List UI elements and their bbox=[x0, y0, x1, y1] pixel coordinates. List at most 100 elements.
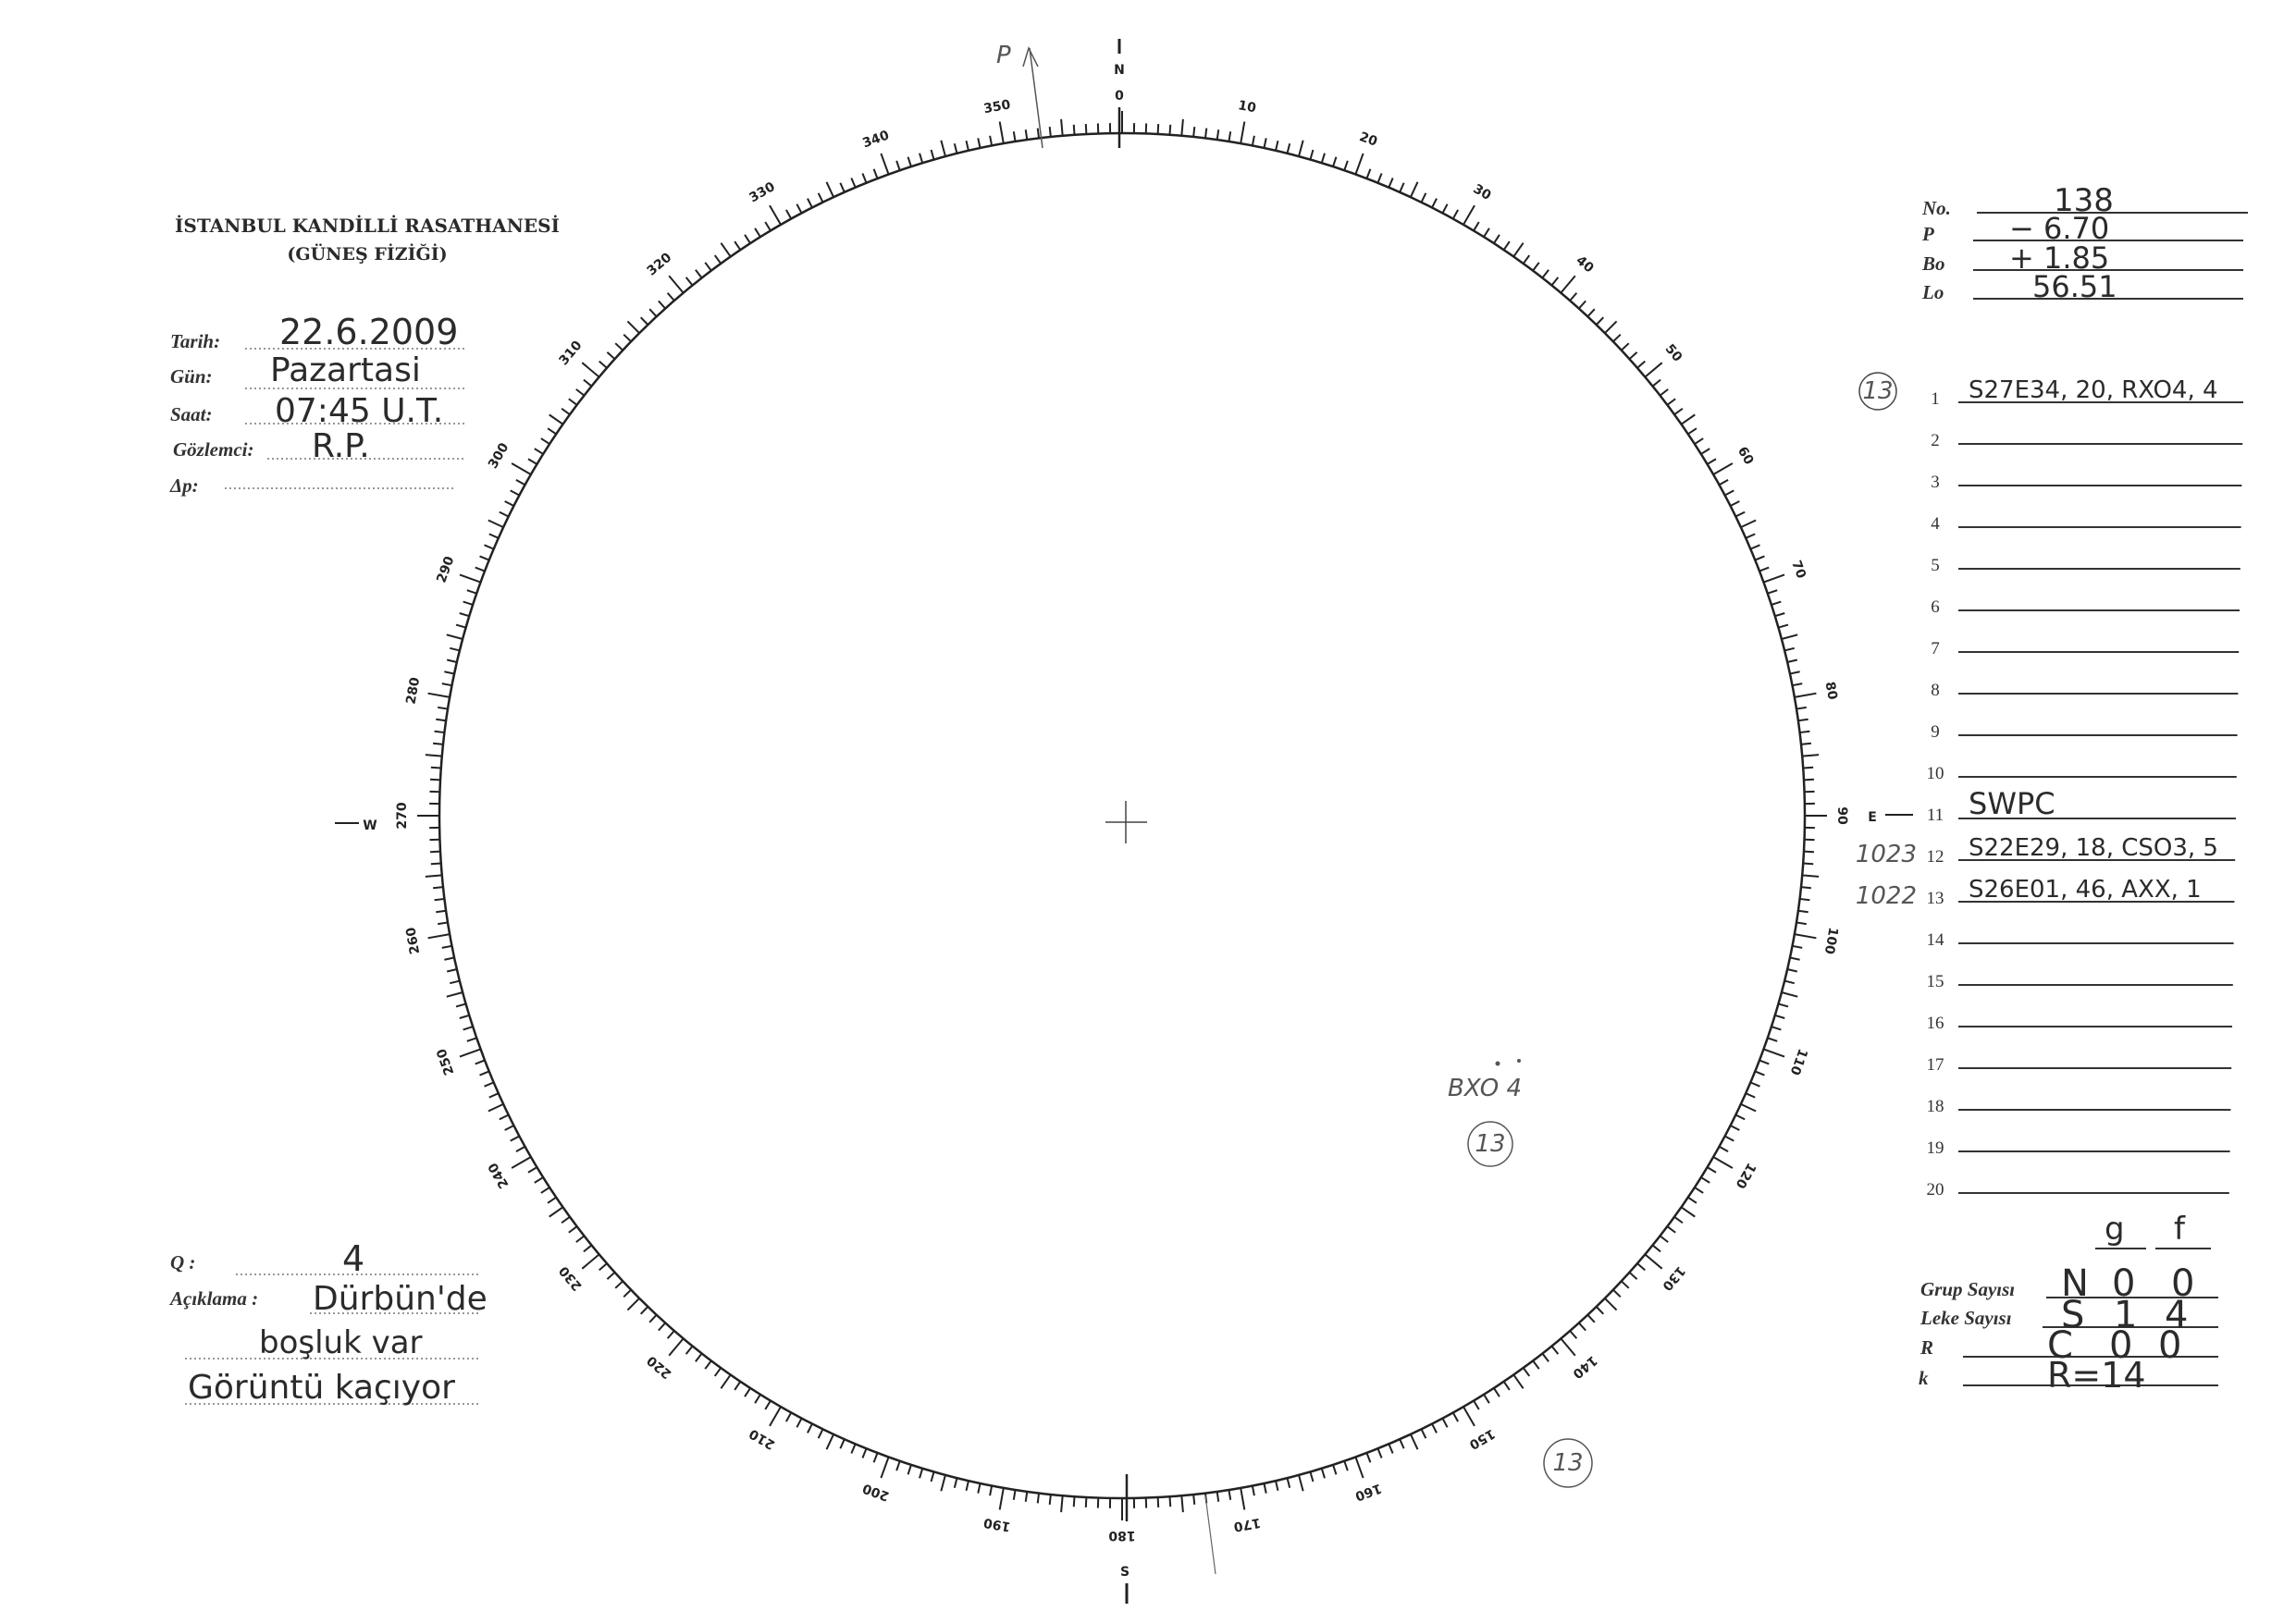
circled-mark bbox=[1858, 372, 1897, 411]
degree-tick bbox=[1778, 1003, 1789, 1008]
counts-section: g f Grup Sayısı N 0 0 Leke Sayısı S 1 4 … bbox=[1919, 1211, 2218, 1396]
degree-tick bbox=[977, 138, 981, 149]
row-entry: S22E29, 18, CSO3, 5 bbox=[1969, 834, 2218, 862]
degree-tick bbox=[527, 1166, 537, 1174]
time-value: 07:45 U.T. bbox=[275, 392, 443, 430]
group-list: 1 S27E34, 20, RXO4, 4 13 2 3 4 5 6 7 8 9 10 11 SWPC 12… bbox=[1856, 372, 2243, 1200]
circled-mark: 13 bbox=[1543, 1438, 1593, 1488]
degree-tick bbox=[1522, 1367, 1531, 1377]
degree-tick bbox=[1745, 1092, 1756, 1099]
degree-tick bbox=[704, 262, 712, 272]
degree-tick bbox=[861, 1447, 868, 1458]
degree-tick bbox=[1771, 1026, 1782, 1031]
degree-tick bbox=[1420, 1428, 1427, 1439]
degree-tick bbox=[1275, 1480, 1279, 1492]
degree-tick bbox=[998, 121, 1005, 144]
row-number: 13 bbox=[1927, 889, 1944, 908]
degree-tick bbox=[648, 308, 658, 317]
group-row: 11 SWPC bbox=[1927, 786, 2236, 825]
degree-tick bbox=[1774, 1014, 1785, 1019]
degree-tick bbox=[1180, 118, 1184, 136]
degree-tick bbox=[463, 600, 474, 606]
remark-line-1-text: Dürbün'de bbox=[313, 1280, 488, 1318]
row-number: 8 bbox=[1931, 681, 1940, 700]
degree-tick bbox=[1560, 275, 1576, 294]
degree-tick bbox=[1803, 850, 1815, 854]
degree-tick bbox=[1651, 378, 1661, 388]
row-s-label: S bbox=[2061, 1294, 2084, 1336]
degree-tick bbox=[713, 254, 722, 265]
row-number: 5 bbox=[1931, 556, 1940, 575]
degree-tick bbox=[1048, 126, 1052, 138]
degree-tick bbox=[488, 519, 504, 529]
west-letter: W bbox=[363, 818, 376, 833]
degree-tick bbox=[1666, 1225, 1676, 1234]
row-number: 16 bbox=[1927, 1014, 1944, 1033]
row-n-label: N bbox=[2061, 1262, 2089, 1305]
degree-tick bbox=[685, 1345, 694, 1355]
degree-tick bbox=[1724, 1135, 1734, 1142]
degree-tick bbox=[1286, 143, 1291, 154]
degree-tick bbox=[807, 1423, 813, 1433]
degree-tick bbox=[1586, 308, 1596, 317]
degree-tick bbox=[1156, 1496, 1160, 1508]
degree-tick bbox=[953, 1477, 958, 1488]
group-row: 14 bbox=[1927, 930, 2234, 950]
group-row: 1 S27E34, 20, RXO4, 4 13 bbox=[1858, 372, 2243, 411]
degree-tick bbox=[623, 333, 632, 343]
degree-tick bbox=[1784, 979, 1795, 985]
arrow-head-icon bbox=[1022, 45, 1039, 68]
spot-annotation: BXO 4 bbox=[1448, 1075, 1522, 1102]
k-label: k bbox=[1919, 1367, 1929, 1389]
degree-tick bbox=[1586, 1314, 1596, 1323]
degree-tick bbox=[1024, 1491, 1029, 1502]
degree-tick bbox=[626, 320, 640, 334]
degree-tick bbox=[450, 979, 461, 985]
degree-label: 210 bbox=[747, 1425, 778, 1452]
degree-tick bbox=[1399, 1438, 1405, 1449]
degree-tick bbox=[713, 1367, 722, 1377]
degree-tick bbox=[1512, 1373, 1524, 1389]
notes-section: Q : 4 Açıklama : Dürbün'de boşluk var Gö… bbox=[168, 1238, 488, 1407]
spot-count-label: Leke Sayısı bbox=[1920, 1307, 2012, 1329]
degree-label: 50 bbox=[1662, 341, 1685, 364]
degree-tick bbox=[817, 1428, 824, 1439]
circled-mark: 13 bbox=[1467, 1121, 1513, 1167]
bo-label: Bo bbox=[1921, 252, 1945, 275]
degree-tick bbox=[817, 192, 824, 203]
degree-tick bbox=[1612, 333, 1622, 343]
degree-tick bbox=[1734, 511, 1746, 518]
remark-label: Açıklama : bbox=[168, 1287, 258, 1310]
degree-tick bbox=[547, 427, 557, 436]
degree-tick bbox=[1578, 300, 1586, 310]
remark-line-3-text: Görüntü kaçıyor bbox=[188, 1369, 455, 1407]
group-row: 2 bbox=[1931, 431, 2243, 450]
group-row: 6 bbox=[1931, 597, 2240, 617]
degree-tick bbox=[720, 1373, 732, 1389]
row-number: 3 bbox=[1931, 473, 1940, 492]
degree-tick bbox=[1388, 1443, 1394, 1454]
degree-tick bbox=[1550, 1345, 1560, 1355]
degree-tick bbox=[599, 360, 608, 369]
degree-tick bbox=[668, 275, 685, 294]
degree-tick bbox=[583, 378, 593, 388]
degree-labels: 10 20 30 40 50 60 70 80 90 100 110 120 130 140 150 160 1… bbox=[395, 97, 1849, 1543]
degree-tick bbox=[720, 242, 732, 258]
degree-label: 190 bbox=[982, 1515, 1012, 1534]
north-marker: N 0 bbox=[1114, 39, 1125, 148]
degree-tick bbox=[807, 198, 813, 208]
degree-tick bbox=[614, 1280, 623, 1289]
north-letter: N bbox=[1114, 63, 1125, 78]
degree-tick bbox=[1666, 398, 1676, 406]
degree-tick bbox=[466, 1037, 477, 1042]
row-number: 6 bbox=[1931, 597, 1940, 617]
degree-tick bbox=[754, 1394, 761, 1404]
observer-value: R.P. bbox=[312, 427, 370, 465]
degree-label: 230 bbox=[556, 1263, 585, 1294]
degree-tick bbox=[1724, 489, 1734, 497]
degree-tick bbox=[1612, 1288, 1622, 1298]
degree-tick bbox=[549, 1206, 564, 1218]
row-number: 17 bbox=[1927, 1055, 1944, 1075]
degree-label: 100 bbox=[1821, 926, 1841, 955]
degree-tick bbox=[1376, 173, 1383, 184]
